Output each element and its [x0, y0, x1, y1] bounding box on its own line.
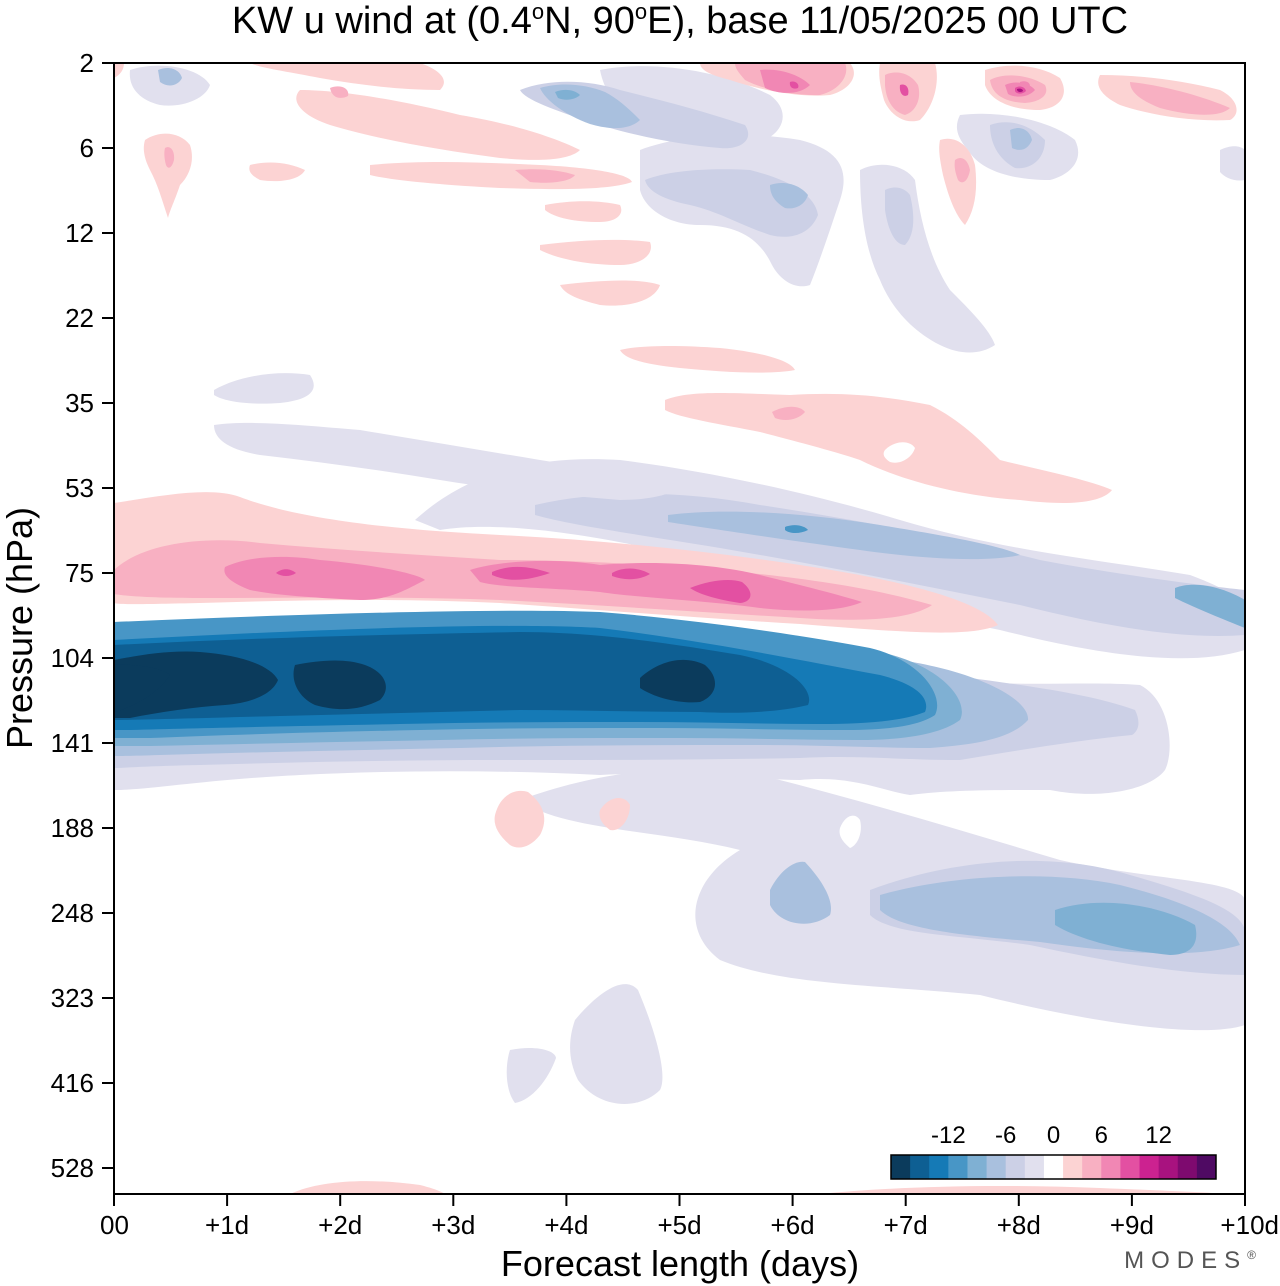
contour-westerly-core	[276, 566, 751, 603]
contour-trop-easterly-strong	[1055, 902, 1197, 955]
y-tick-label: 12	[65, 218, 94, 248]
x-axis: 00 +1d +2d +3d +4d +5d +6d +7d +8d +9d +10d	[100, 1194, 1279, 1240]
colorbar-swatch	[1043, 1155, 1064, 1179]
contour-top-westerly-weak	[114, 63, 1237, 306]
colorbar-swatch	[1005, 1155, 1026, 1179]
colorbar-swatch	[929, 1155, 949, 1179]
colorbar-swatch	[948, 1155, 968, 1179]
contour-strat-westerly	[620, 345, 1112, 503]
y-tick-label: 2	[80, 48, 94, 78]
y-tick-label: 528	[51, 1153, 94, 1183]
x-tick-label: +8d	[997, 1210, 1041, 1240]
x-tick-label: +10d	[1220, 1210, 1279, 1240]
y-axis-label: Pressure (hPa)	[0, 507, 40, 749]
contour-mid-easterly-light	[535, 493, 1245, 636]
colorbar-swatch	[1158, 1155, 1179, 1179]
plot-area	[113, 62, 1246, 1195]
colorbar-tick-label: -6	[995, 1122, 1016, 1149]
colorbar-swatch	[1120, 1155, 1141, 1179]
contour-bottom-westerly	[290, 1181, 1230, 1194]
colorbar: -12 -6 0 6 12	[880, 1120, 1225, 1186]
registered-mark: ®	[1247, 1248, 1256, 1262]
x-tick-label: +1d	[205, 1210, 249, 1240]
contour-fills	[114, 63, 1245, 1194]
colorbar-swatch	[910, 1155, 930, 1179]
contour-core-peak	[114, 651, 716, 718]
contour-strat-easterly-strong	[158, 67, 1032, 209]
colorbar-frame	[890, 1154, 1217, 1180]
contour-mid-easterly-right	[1175, 584, 1245, 628]
y-tick-label: 75	[65, 558, 94, 588]
y-tick-label: 416	[51, 1068, 94, 1098]
contour-mid-easterly-moderate	[668, 511, 1020, 560]
y-tick-label: 104	[51, 643, 94, 673]
contour-strat-westerly-hole	[883, 442, 915, 463]
contour-blob-west-1	[494, 790, 545, 848]
y-tick-label: 141	[51, 728, 94, 758]
colorbar-swatch	[1024, 1155, 1045, 1179]
contour-strat-easterly-peak	[555, 89, 580, 100]
x-tick-label: +5d	[657, 1210, 701, 1240]
x-tick-label: +7d	[884, 1210, 928, 1240]
contour-trop-easterly-day6	[770, 861, 831, 924]
colorbar-swatch	[1063, 1155, 1083, 1179]
contour-blob-west-2	[599, 798, 630, 831]
chart-title: KW u wind at (0.4oN, 90oE), base 11/05/2…	[232, 0, 1128, 42]
colorbar-tick-label: -12	[931, 1122, 966, 1149]
contour-westerly-strong	[224, 556, 863, 611]
colorbar-swatch	[1196, 1155, 1217, 1179]
x-tick-label: +2d	[318, 1210, 362, 1240]
y-tick-label: 188	[51, 813, 94, 843]
y-tick-label: 323	[51, 983, 94, 1013]
modes-brand: MODES®	[1124, 1247, 1256, 1274]
colorbar-swatch	[1082, 1155, 1102, 1179]
x-axis-label: Forecast length (days)	[501, 1243, 859, 1284]
contour-core-peak-left	[114, 664, 170, 712]
colorbar-swatch	[1101, 1155, 1121, 1179]
contour-top-westerly-core	[789, 81, 1026, 96]
colorbar-swatch	[891, 1155, 911, 1179]
x-tick-label: +6d	[771, 1210, 815, 1240]
y-axis: 2 6 12 22 35 53 75 104 141 188 248 323 416 528	[51, 48, 114, 1183]
y-tick-label: 22	[65, 303, 94, 333]
colorbar-tick-label: 0	[1047, 1122, 1060, 1149]
contour-hole-west	[839, 815, 861, 848]
colorbar-tick-label: 12	[1145, 1122, 1172, 1149]
contour-strat-easterly-band	[214, 164, 995, 500]
x-tick-label: 00	[100, 1210, 129, 1240]
contour-blob-low-2	[506, 1047, 556, 1103]
contour-top-westerly-peak	[1017, 88, 1023, 93]
x-tick-label: +3d	[431, 1210, 475, 1240]
y-tick-label: 53	[65, 473, 94, 503]
colorbar-swatch	[967, 1155, 988, 1179]
contour-blob-low-1	[570, 984, 663, 1104]
y-tick-label: 35	[65, 388, 94, 418]
colorbar-swatch	[986, 1155, 1007, 1179]
y-tick-label: 248	[51, 898, 94, 928]
contour-mid-easterly-core	[785, 525, 808, 533]
x-tick-label: +9d	[1110, 1210, 1154, 1240]
contour-strat-westerly-core	[772, 406, 805, 420]
y-tick-label: 6	[80, 133, 94, 163]
colorbar-tick-label: 6	[1095, 1122, 1108, 1149]
contour-strat-easterly-moderate	[520, 81, 1045, 245]
colorbar-swatch	[1139, 1155, 1160, 1179]
contour-core-intense	[114, 632, 810, 720]
colorbar-swatch	[1177, 1155, 1198, 1179]
x-tick-label: +4d	[544, 1210, 588, 1240]
